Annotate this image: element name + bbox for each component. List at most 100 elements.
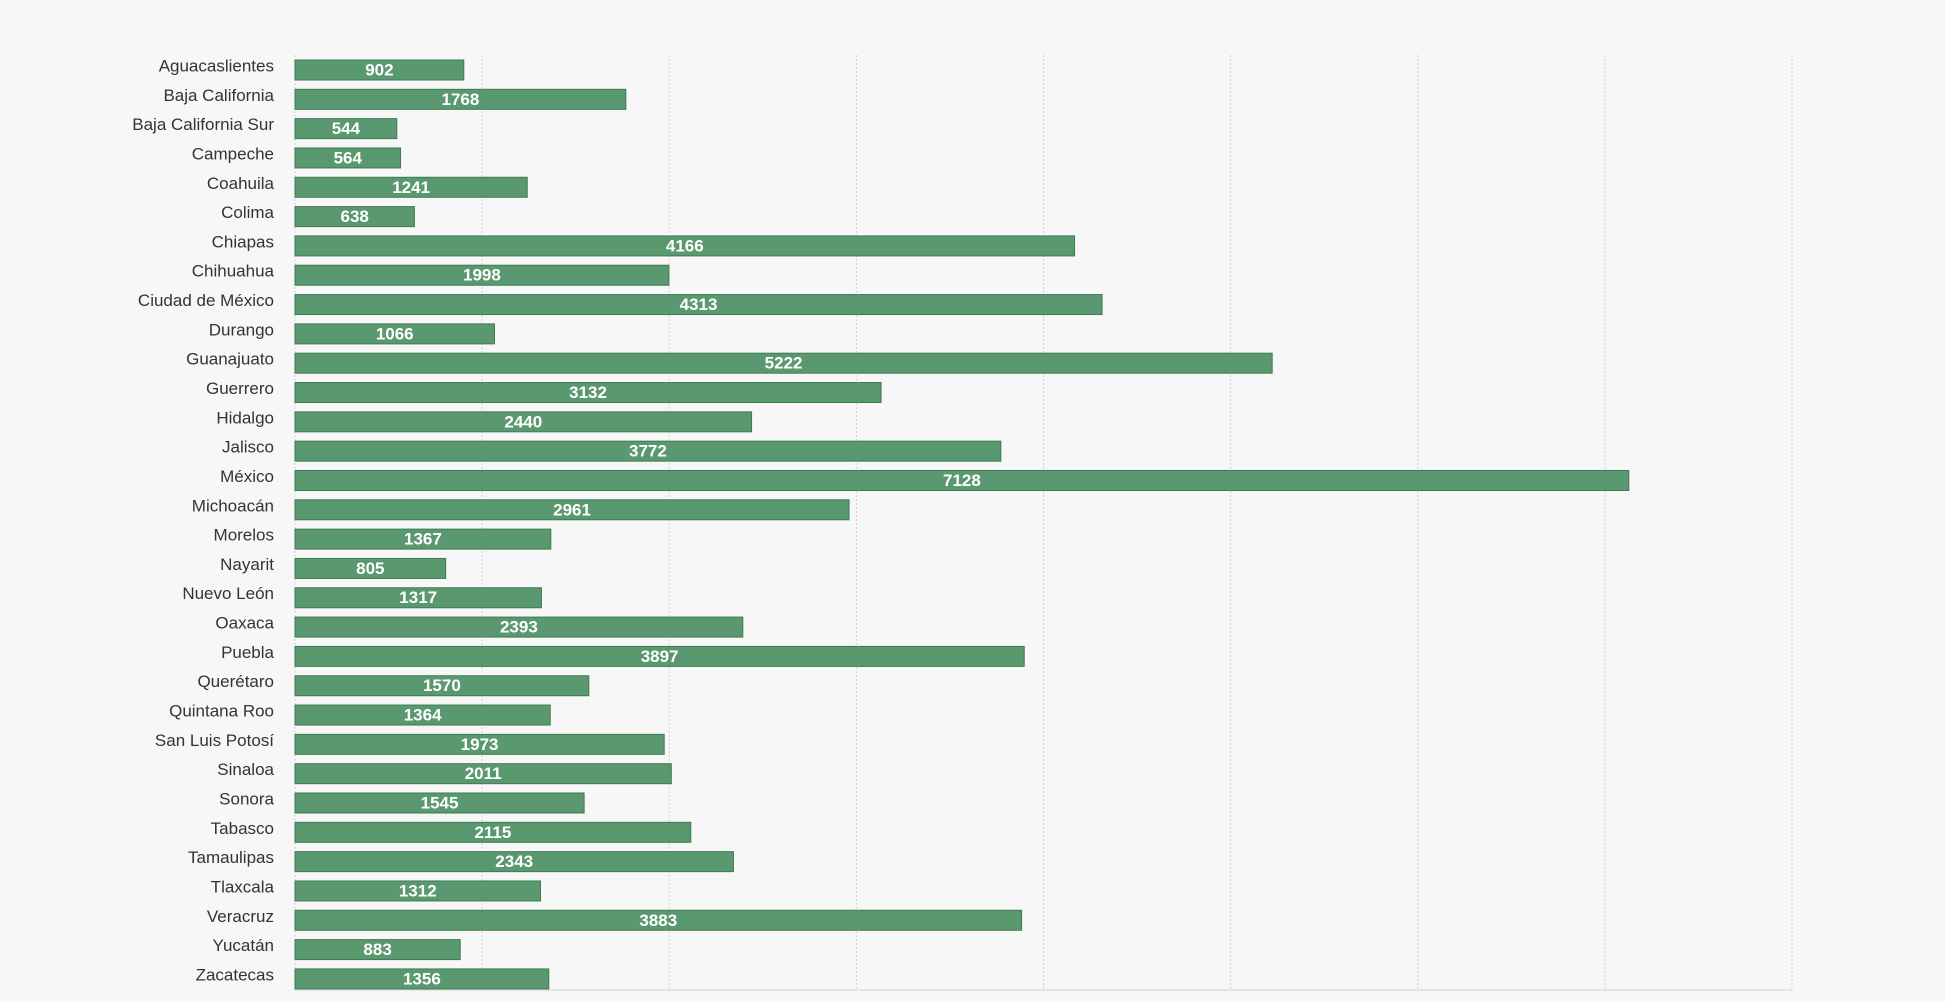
category-label: Guerrero [206, 379, 274, 398]
bar [294, 557, 447, 579]
data-label: 3897 [641, 647, 679, 666]
bar [294, 176, 528, 198]
bar [294, 821, 692, 843]
category-label: Durango [209, 320, 274, 339]
bar [294, 675, 590, 697]
category-label: Aguacaslientes [159, 56, 274, 75]
category-label: Chihuahua [192, 262, 275, 281]
bar [294, 411, 753, 433]
bar [294, 118, 398, 140]
bar [294, 235, 1076, 257]
bar [294, 88, 627, 110]
data-label: 1768 [442, 90, 480, 109]
category-label: Tlaxcala [211, 877, 275, 896]
bar [294, 880, 542, 902]
bar [294, 909, 1023, 931]
bar [294, 264, 670, 286]
bar [294, 704, 551, 726]
bar [294, 382, 882, 404]
bar [294, 528, 552, 550]
category-label: Nuevo León [182, 584, 274, 603]
category-label: Guanajuato [186, 350, 274, 369]
category-label: Tabasco [211, 819, 274, 838]
category-label: Hidalgo [216, 408, 274, 427]
data-label: 2115 [474, 823, 511, 842]
data-label: 3132 [569, 383, 607, 402]
bar [294, 733, 665, 755]
data-label: 1998 [463, 266, 501, 285]
data-label: 564 [334, 148, 363, 167]
data-label: 544 [332, 119, 361, 138]
category-label: Chiapas [212, 232, 274, 251]
bar [294, 968, 550, 990]
category-label: Morelos [214, 526, 274, 545]
category-label: Yucatán [213, 936, 274, 955]
bar [294, 939, 461, 961]
data-label: 7128 [943, 471, 981, 490]
data-label: 2343 [495, 852, 533, 871]
data-label: 1364 [404, 706, 442, 725]
data-label: 638 [341, 207, 369, 226]
bar [294, 792, 585, 814]
data-label: 4166 [666, 236, 704, 255]
category-label: Querétaro [197, 672, 274, 691]
category-label: México [220, 467, 274, 486]
category-label: Sonora [219, 789, 274, 808]
category-label: Quintana Roo [169, 702, 274, 721]
category-label: Sinaloa [217, 760, 274, 779]
category-label: Ciudad de México [138, 291, 274, 310]
category-label: Baja California Sur [132, 115, 274, 134]
category-label: Colima [221, 203, 274, 222]
category-label: Tamaulipas [188, 848, 274, 867]
data-label: 1066 [376, 324, 414, 343]
grid-layer [294, 55, 1793, 991]
category-label: Jalisco [222, 438, 274, 457]
bar [294, 147, 402, 169]
category-label: Zacatecas [196, 965, 274, 984]
bar [294, 851, 734, 873]
bar [294, 763, 672, 785]
data-label: 1312 [399, 881, 437, 900]
data-label: 2440 [504, 412, 542, 431]
data-label: 5222 [765, 354, 803, 373]
category-label: Coahuila [207, 174, 275, 193]
data-label: 902 [365, 60, 393, 79]
data-label: 1317 [399, 588, 437, 607]
data-label: 883 [363, 940, 391, 959]
category-label: Baja California [163, 86, 274, 105]
bar [294, 59, 465, 81]
category-label: Veracruz [207, 907, 274, 926]
bar [294, 469, 1630, 491]
data-label: 1545 [421, 793, 459, 812]
bar [294, 616, 744, 638]
data-label: 1241 [392, 178, 430, 197]
bar-layer [294, 59, 1630, 990]
category-label: San Luis Potosí [155, 731, 274, 750]
data-label: 3883 [639, 911, 677, 930]
bar [294, 499, 850, 521]
data-label: 1973 [461, 735, 499, 754]
category-label: Campeche [192, 144, 274, 163]
bar [294, 440, 1002, 462]
category-label: Michoacán [192, 496, 274, 515]
data-label: 2961 [553, 500, 591, 519]
data-label: 4313 [680, 295, 718, 314]
bar [294, 323, 495, 345]
category-label: Puebla [221, 643, 274, 662]
bar [294, 294, 1103, 316]
data-label: 805 [356, 559, 384, 578]
data-label: 2011 [465, 764, 502, 783]
bar [294, 587, 542, 609]
label-layer: Aguacaslientes 902 Baja California 1768 Baja… [132, 56, 981, 988]
data-label: 1570 [423, 676, 461, 695]
bar [294, 645, 1025, 667]
data-label: 3772 [629, 442, 667, 461]
bar [294, 206, 415, 228]
data-label: 1367 [404, 530, 442, 549]
category-label: Nayarit [220, 555, 274, 574]
data-label: 2393 [500, 618, 538, 637]
category-label: Oaxaca [215, 614, 274, 633]
data-label: 1356 [403, 969, 441, 988]
